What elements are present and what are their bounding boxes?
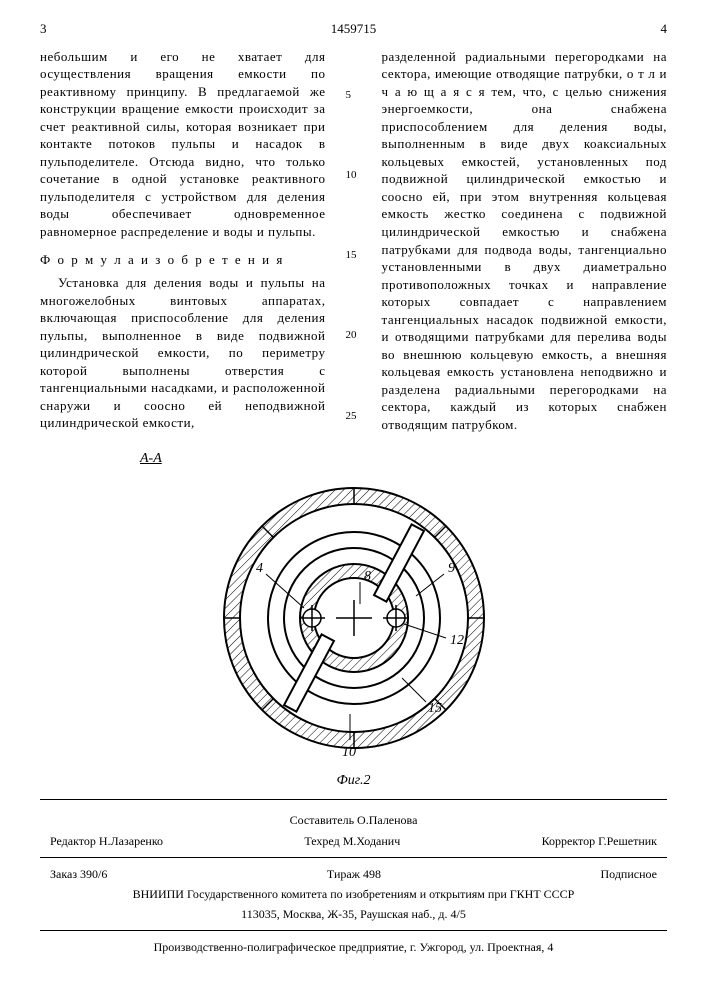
line-num: 10 [346,168,362,183]
figure-svg: 4 8 9 12 15 10 [204,468,504,768]
figure-block: А-А [40,450,667,792]
ref-9: 9 [448,561,455,576]
page-num-left: 3 [40,20,47,38]
line-num: 15 [346,248,362,263]
line-num: 20 [346,328,362,343]
footer-addr: 113035, Москва, Ж-35, Раушская наб., д. … [40,904,667,924]
footer-sub: Подписное [601,866,658,882]
footer-tirazh: Тираж 498 [327,866,381,882]
page: 3 1459715 4 небольшим и его не хватает д… [0,0,707,977]
footer-print: Производственно-полиграфическое предприя… [40,937,667,957]
ref-10: 10 [342,745,356,760]
ref-12: 12 [450,633,464,648]
footer: Составитель О.Паленова Редактор Н.Лазаре… [40,810,667,957]
right-column: разделенной радиальными перегородками на… [382,48,668,434]
footer-order: Заказ 390/6 [50,866,107,882]
document-number: 1459715 [331,20,377,38]
ref-4: 4 [256,561,263,576]
footer-editor: Редактор Н.Лазаренко [50,833,163,849]
right-para-1: разделенной радиальными перегородками на… [382,48,668,434]
footer-tech: Техред М.Ходанич [304,833,400,849]
figure-caption: Фиг.2 [40,772,667,791]
ref-8: 8 [364,569,371,584]
divider [40,799,667,800]
left-column: небольшим и его не хватает для осуществл… [40,48,326,434]
formula-heading: Ф о р м у л а и з о б р е т е н и я [40,251,326,269]
footer-compiler: Составитель О.Паленова [40,810,667,830]
footer-org: ВНИИПИ Государственного комитета по изоб… [40,884,667,904]
divider [40,930,667,931]
ref-15: 15 [428,701,442,716]
footer-corrector: Корректор Г.Решетник [542,833,657,849]
line-number-gutter: 5 10 15 20 25 [346,48,362,434]
line-num: 5 [346,88,362,103]
section-label: А-А [140,450,667,469]
left-para-2: Установка для деления воды и пульпы на м… [40,274,326,432]
line-num: 25 [346,409,362,424]
divider [40,857,667,858]
text-columns: небольшим и его не хватает для осуществл… [40,48,667,434]
page-header: 3 1459715 4 [40,20,667,38]
left-para-1: небольшим и его не хватает для осуществл… [40,48,326,241]
page-num-right: 4 [661,20,668,38]
